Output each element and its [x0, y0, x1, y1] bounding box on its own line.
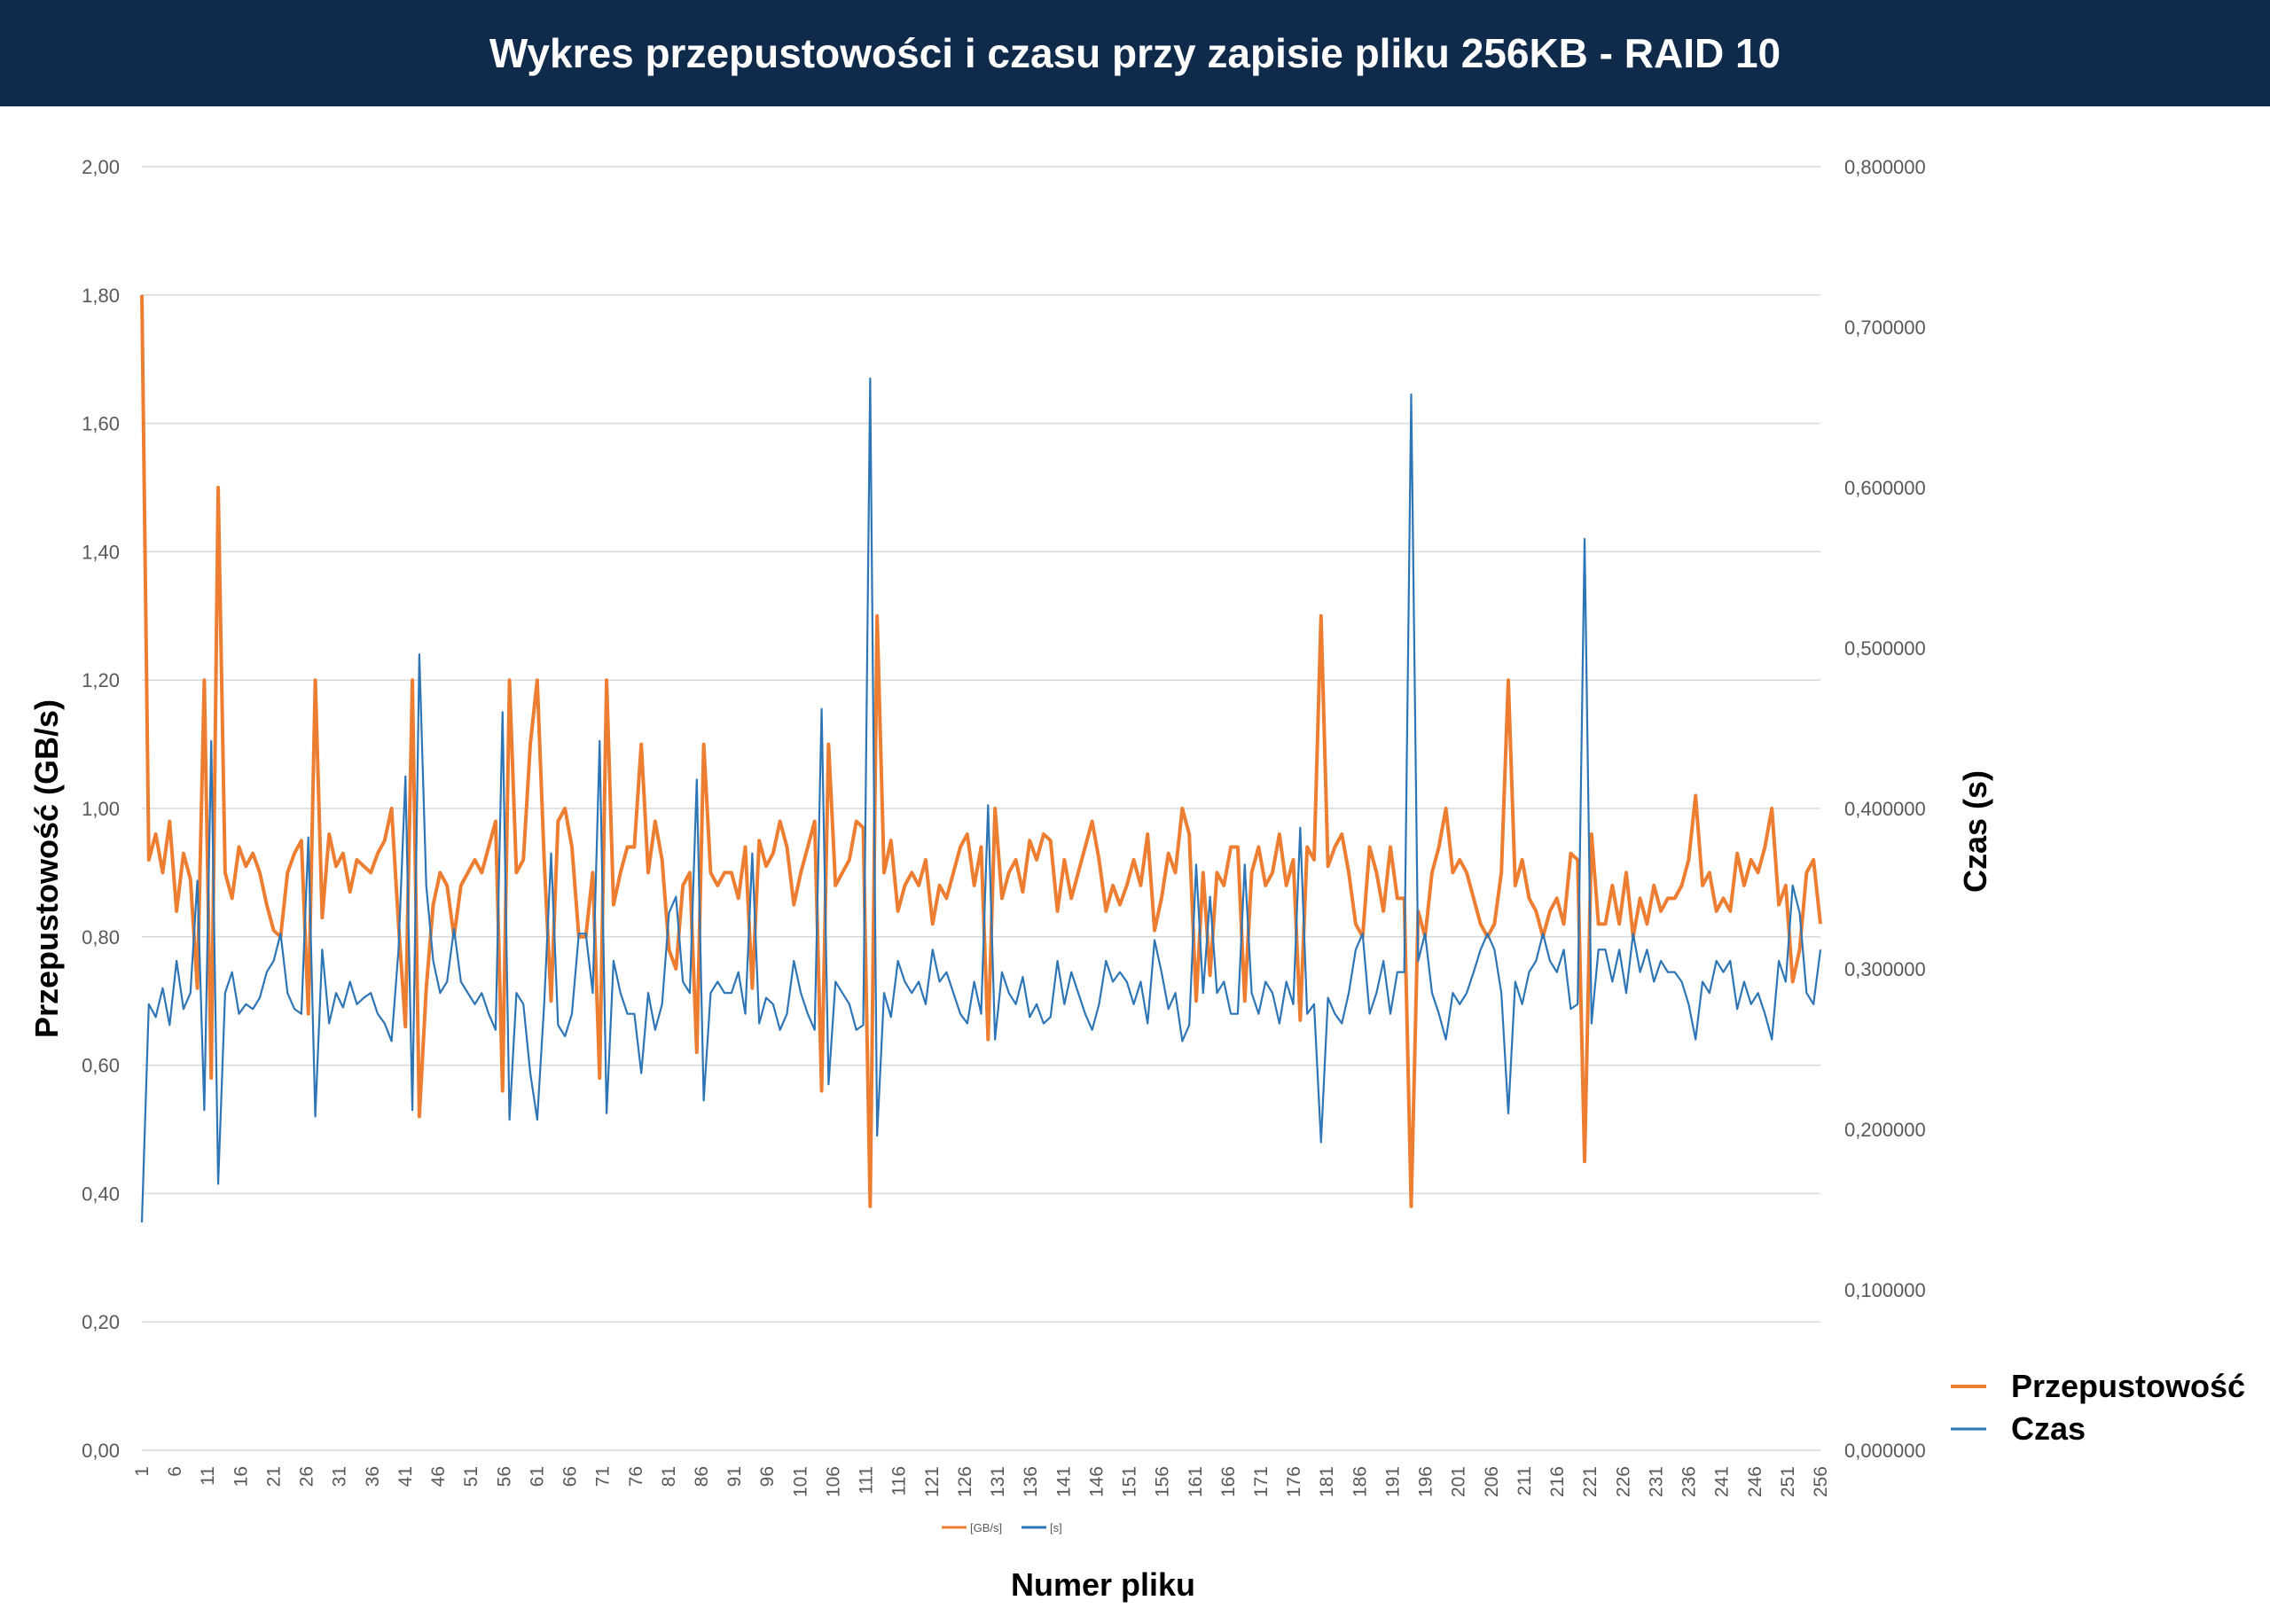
x-tick-label: 256: [1811, 1466, 1831, 1497]
x-tick-label: 46: [428, 1466, 449, 1487]
x-tick-label: 136: [1021, 1466, 1041, 1497]
x-tick-label: 201: [1449, 1466, 1469, 1497]
x-tick-label: 166: [1218, 1466, 1239, 1497]
x-tick-label: 21: [263, 1466, 284, 1487]
grid-lines: [142, 166, 1820, 1451]
right-tick-label: 0,400000: [1844, 798, 1926, 820]
left-tick-label: 0,20: [82, 1311, 120, 1333]
x-tick-label: 36: [363, 1466, 383, 1487]
left-tick-label: 1,40: [82, 541, 120, 563]
x-tick-label: 206: [1482, 1466, 1502, 1497]
x-tick-label: 101: [790, 1466, 810, 1497]
y-axis-title-left: Przepustowość (GB/s): [28, 699, 65, 1038]
x-tick-label: 81: [659, 1466, 679, 1487]
chart-plot: 0,00 0,20 0,40 0,60 0,80 1,00 1,20 1,40 1,60 1,80…: [28, 156, 2245, 1603]
x-tick-label: 16: [231, 1466, 251, 1487]
x-tick-label: 126: [955, 1466, 975, 1497]
x-tick-label: 171: [1251, 1466, 1272, 1497]
x-tick-label: 1: [132, 1466, 153, 1477]
right-tick-label: 0,700000: [1844, 316, 1926, 339]
x-tick-label: 41: [395, 1466, 416, 1487]
x-tick-label: 11: [198, 1466, 218, 1486]
x-tick-label: 156: [1153, 1466, 1173, 1497]
x-tick-label: 91: [724, 1466, 745, 1487]
series-line-przepustowosc: [140, 294, 1822, 1208]
x-tick-label: 246: [1745, 1466, 1765, 1497]
x-tick-label: 71: [593, 1466, 614, 1487]
x-tick-label: 66: [560, 1466, 581, 1487]
chart-title: Wykres przepustowości i czasu przy zapis…: [489, 30, 1781, 76]
x-tick-label: 106: [823, 1466, 843, 1497]
x-tick-label: 51: [461, 1466, 481, 1487]
left-tick-label: 1,00: [82, 798, 120, 820]
left-tick-label: 1,20: [82, 669, 120, 691]
x-tick-label: 86: [692, 1466, 712, 1487]
chart-title-bar: Wykres przepustowości i czasu przy zapis…: [0, 0, 2270, 106]
x-tick-label: 141: [1053, 1466, 1074, 1497]
x-tick-label: 236: [1679, 1466, 1700, 1497]
small-legend: [GB/s] [s]: [942, 1521, 1062, 1534]
x-tick-label: 221: [1580, 1466, 1601, 1497]
left-tick-label: 0,40: [82, 1183, 120, 1205]
x-tick-label: 251: [1778, 1466, 1798, 1497]
right-axis-ticks: 0,000000 0,100000 0,200000 0,300000 0,400000…: [1844, 156, 1926, 1462]
x-tick-label: 161: [1186, 1466, 1206, 1497]
left-tick-label: 1,80: [82, 285, 120, 307]
x-axis-title: Numer pliku: [1011, 1566, 1195, 1603]
left-tick-label: 0,80: [82, 926, 120, 949]
series-lines: [140, 294, 1822, 1223]
x-tick-label: 241: [1712, 1466, 1733, 1497]
x-tick-label: 181: [1317, 1466, 1337, 1497]
x-tick-label: 211: [1515, 1466, 1535, 1495]
x-tick-label: 96: [757, 1466, 778, 1487]
x-tick-label: 196: [1416, 1466, 1436, 1497]
left-tick-label: 0,60: [82, 1055, 120, 1077]
right-tick-label: 0,600000: [1844, 477, 1926, 499]
x-tick-label: 111: [857, 1466, 877, 1495]
x-axis-ticks: 1 6 11 16 21 26 31 36 41 46 51 56 61 66 71 76 81 86 91 96 10…: [132, 1466, 1831, 1497]
right-tick-label: 0,000000: [1844, 1440, 1926, 1462]
right-tick-label: 0,300000: [1844, 958, 1926, 980]
left-axis-ticks: 0,00 0,20 0,40 0,60 0,80 1,00 1,20 1,40 1,60 1,80…: [82, 156, 120, 1462]
right-tick-label: 0,100000: [1844, 1279, 1926, 1301]
x-tick-label: 191: [1382, 1466, 1403, 1497]
x-tick-label: 146: [1086, 1466, 1107, 1497]
x-tick-label: 186: [1350, 1466, 1370, 1497]
x-tick-label: 176: [1284, 1466, 1304, 1497]
x-tick-label: 76: [626, 1466, 646, 1487]
x-tick-label: 121: [922, 1466, 943, 1497]
x-tick-label: 6: [165, 1466, 185, 1477]
right-tick-label: 0,500000: [1844, 637, 1926, 660]
left-tick-label: 2,00: [82, 156, 120, 178]
right-tick-label: 0,800000: [1844, 156, 1926, 178]
x-tick-label: 26: [297, 1466, 317, 1487]
y-axis-title-right: Czas (s): [1957, 770, 1993, 893]
x-tick-label: 231: [1646, 1466, 1666, 1497]
x-tick-label: 61: [527, 1466, 547, 1487]
small-legend-label-time: [s]: [1050, 1521, 1062, 1534]
right-tick-label: 0,200000: [1844, 1119, 1926, 1141]
left-tick-label: 0,00: [82, 1440, 120, 1462]
x-tick-label: 216: [1547, 1466, 1568, 1497]
x-tick-label: 131: [988, 1466, 1008, 1497]
x-tick-label: 56: [494, 1466, 514, 1487]
small-legend-label-throughput: [GB/s]: [970, 1521, 1002, 1534]
left-tick-label: 1,60: [82, 413, 120, 435]
x-tick-label: 226: [1613, 1466, 1633, 1497]
legend-label-throughput: Przepustowość: [2011, 1368, 2245, 1404]
x-tick-label: 31: [330, 1466, 350, 1487]
legend-label-time: Czas: [2011, 1410, 2086, 1447]
legend: Przepustowość Czas: [1951, 1368, 2245, 1447]
x-tick-label: 116: [889, 1466, 910, 1495]
series-line-czas: [140, 377, 1822, 1223]
x-tick-label: 151: [1120, 1466, 1140, 1497]
